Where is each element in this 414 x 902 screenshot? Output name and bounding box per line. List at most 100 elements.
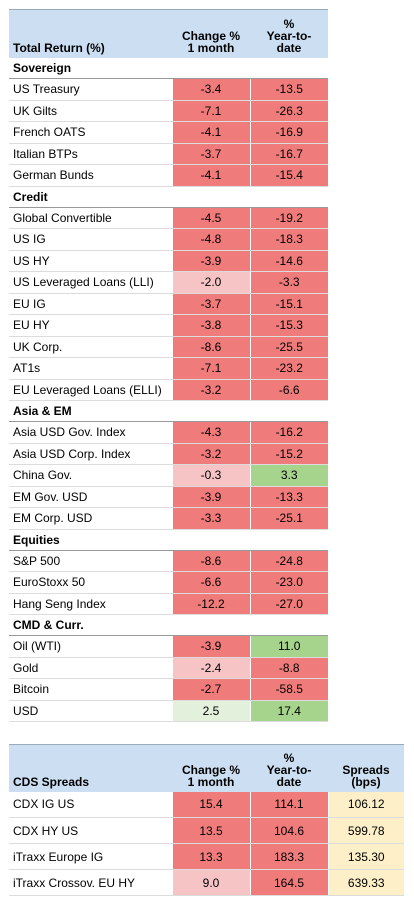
ytd-value: -16.9	[249, 121, 328, 144]
change-1m-value: -12.2	[171, 593, 250, 615]
row-label: Italian BTPs	[9, 143, 172, 165]
table-row: CDX IG US 15.4 114.1 106.12	[9, 791, 404, 818]
change-1m-value: -4.1	[171, 164, 250, 187]
ytd-value: -25.1	[249, 507, 328, 530]
change-1m-value: -4.8	[171, 228, 250, 251]
change-1m-value: -4.3	[171, 421, 250, 444]
table-row: US IG -4.8 -18.3	[9, 228, 328, 251]
section-header: CMD & Curr.	[9, 614, 328, 636]
change-1m-value: -3.9	[171, 486, 250, 508]
change-1m-value: -3.9	[171, 635, 250, 658]
change-1m-value: -6.6	[171, 571, 250, 594]
cds-body: CDX IG US 15.4 114.1 106.12 CDX HY US 13.5 104…	[9, 791, 404, 896]
table-row: iTraxx Crossov. EU HY 9.0 164.5 639.33	[9, 869, 404, 896]
section-title: Credit	[9, 186, 328, 208]
row-label: Asia USD Gov. Index	[9, 421, 172, 444]
ytd-value: 114.1	[249, 791, 328, 818]
change-1m-value: -2.0	[171, 271, 250, 294]
cds-header-change-1m: Change % 1 month	[172, 744, 250, 792]
ytd-value: -58.5	[249, 678, 328, 701]
row-label: Gold	[9, 657, 172, 679]
change-1m-value: -3.7	[171, 143, 250, 165]
table-row: EU IG -3.7 -15.1	[9, 293, 328, 315]
ytd-value: -15.4	[249, 164, 328, 187]
change-1m-value: -4.1	[171, 121, 250, 144]
section-title: Asia & EM	[9, 400, 328, 422]
row-label: Global Convertible	[9, 207, 172, 229]
table-row: AT1s -7.1 -23.2	[9, 357, 328, 380]
section-header: Sovereign	[9, 57, 328, 79]
row-label: UK Gilts	[9, 100, 172, 122]
change-1m-value: -7.1	[171, 100, 250, 122]
table-row: Asia USD Gov. Index -4.3 -16.2	[9, 421, 328, 444]
header-ytd: % Year-to- date	[250, 9, 328, 58]
change-1m-value: 15.4	[171, 791, 250, 818]
table-row: S&P 500 -8.6 -24.8	[9, 550, 328, 572]
row-label: Asia USD Corp. Index	[9, 443, 172, 465]
change-1m-value: -3.3	[171, 507, 250, 530]
change-1m-value: -4.5	[171, 207, 250, 229]
row-label: iTraxx Europe IG	[9, 843, 172, 870]
table-row: EM Corp. USD -3.3 -25.1	[9, 507, 328, 530]
table-row: iTraxx Europe IG 13.3 183.3 135.30	[9, 843, 404, 870]
row-label: Oil (WTI)	[9, 635, 172, 658]
spread-value: 599.78	[327, 817, 404, 844]
table-row: EM Gov. USD -3.9 -13.3	[9, 486, 328, 508]
table-row: French OATS -4.1 -16.9	[9, 121, 328, 144]
row-label: French OATS	[9, 121, 172, 144]
row-label: CDX HY US	[9, 817, 172, 844]
row-label: US HY	[9, 250, 172, 272]
table-row: CDX HY US 13.5 104.6 599.78	[9, 817, 404, 844]
total-return-header: Total Return (%) Change % 1 month % Year…	[9, 9, 328, 58]
change-1m-value: -3.4	[171, 78, 250, 101]
table-row: Gold -2.4 -8.8	[9, 657, 328, 679]
section-header: Equities	[9, 529, 328, 551]
table-row: EU Leveraged Loans (ELLI) -3.2 -6.6	[9, 379, 328, 401]
cds-header: CDS Spreads Change % 1 month % Year-to- …	[9, 744, 404, 792]
change-1m-value: -3.2	[171, 379, 250, 401]
row-label: US IG	[9, 228, 172, 251]
ytd-value: -18.3	[249, 228, 328, 251]
change-1m-value: 13.5	[171, 817, 250, 844]
change-1m-value: 2.5	[171, 700, 250, 722]
ytd-value: -27.0	[249, 593, 328, 615]
row-label: EU IG	[9, 293, 172, 315]
ytd-value: -16.2	[249, 421, 328, 444]
row-label: USD	[9, 700, 172, 722]
cds-title: CDS Spreads	[9, 744, 172, 792]
ytd-value: -8.8	[249, 657, 328, 679]
ytd-value: 17.4	[249, 700, 328, 722]
change-1m-value: -3.2	[171, 443, 250, 465]
ytd-value: 3.3	[249, 464, 328, 487]
ytd-value: 164.5	[249, 869, 328, 896]
change-1m-value: -2.4	[171, 657, 250, 679]
change-1m-value: -7.1	[171, 357, 250, 380]
table-row: Global Convertible -4.5 -19.2	[9, 207, 328, 229]
ytd-value: -15.3	[249, 314, 328, 337]
table-row: China Gov. -0.3 3.3	[9, 464, 328, 487]
table-row: USD 2.5 17.4	[9, 700, 328, 722]
section-title: Sovereign	[9, 57, 328, 79]
change-1m-value: -8.6	[171, 336, 250, 358]
section-title: Equities	[9, 529, 328, 551]
total-return-table: Total Return (%) Change % 1 month % Year…	[9, 9, 328, 722]
row-label: US Treasury	[9, 78, 172, 101]
table-row: UK Gilts -7.1 -26.3	[9, 100, 328, 122]
ytd-value: -13.3	[249, 486, 328, 508]
table-row: Italian BTPs -3.7 -16.7	[9, 143, 328, 165]
total-return-title: Total Return (%)	[9, 9, 172, 58]
change-1m-value: -3.7	[171, 293, 250, 315]
spread-value: 135.30	[327, 843, 404, 870]
ytd-value: -23.0	[249, 571, 328, 594]
change-1m-value: -3.9	[171, 250, 250, 272]
change-1m-value: -8.6	[171, 550, 250, 572]
table-row: German Bunds -4.1 -15.4	[9, 164, 328, 187]
section-title: CMD & Curr.	[9, 614, 328, 636]
total-return-body: Sovereign US Treasury -3.4 -13.5 UK Gilts -7.…	[9, 57, 328, 722]
row-label: US Leveraged Loans (LLI)	[9, 271, 172, 294]
table-row: Bitcoin -2.7 -58.5	[9, 678, 328, 701]
cds-header-ytd: % Year-to- date	[250, 744, 328, 792]
table-row: US Treasury -3.4 -13.5	[9, 78, 328, 101]
row-label: Bitcoin	[9, 678, 172, 701]
row-label: German Bunds	[9, 164, 172, 187]
